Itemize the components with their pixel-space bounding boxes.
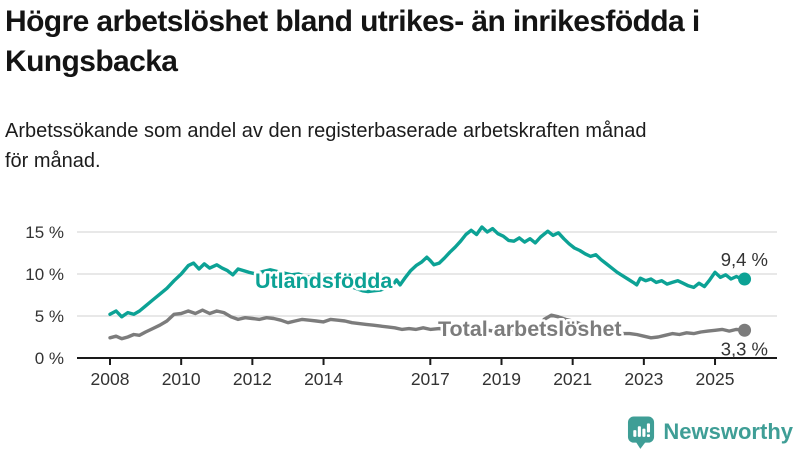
x-tick-label: 2014 bbox=[304, 369, 343, 389]
x-tick-label: 2025 bbox=[696, 369, 735, 389]
utlandsfodda-series-label: Utlandsfödda bbox=[255, 269, 393, 293]
y-tick-label: 10 % bbox=[25, 265, 64, 284]
x-tick-label: 2017 bbox=[411, 369, 450, 389]
newsworthy-logo: Newsworthy bbox=[627, 414, 793, 450]
utlandsfodda-end-value: 9,4 % bbox=[721, 249, 768, 270]
utlandsfodda-end-dot bbox=[738, 272, 752, 286]
chart-subtitle: Arbetssökande som andel av den registerb… bbox=[5, 120, 647, 172]
utlandsfodda-line bbox=[108, 225, 747, 319]
x-tick-label: 2012 bbox=[233, 369, 272, 389]
total-end-dot bbox=[738, 323, 752, 337]
total-end-value: 3,3 % bbox=[721, 338, 768, 359]
x-tick-label: 2008 bbox=[91, 369, 130, 389]
x-tick-label: 2010 bbox=[162, 369, 201, 389]
chart-title: Högre arbetslöshet bland utrikes- än inr… bbox=[5, 5, 700, 78]
y-tick-label: 15 % bbox=[25, 223, 64, 242]
newsworthy-logo-text: Newsworthy bbox=[663, 419, 793, 444]
x-tick-label: 2021 bbox=[553, 369, 592, 389]
total-series-label: Total arbetslöshet bbox=[438, 317, 622, 341]
x-tick-label: 2023 bbox=[624, 369, 663, 389]
x-tick-label: 2019 bbox=[482, 369, 521, 389]
y-tick-label: 5 % bbox=[35, 307, 64, 326]
y-tick-label: 0 % bbox=[35, 349, 64, 368]
total-line bbox=[108, 308, 747, 341]
newsworthy-logo-icon bbox=[628, 416, 655, 449]
